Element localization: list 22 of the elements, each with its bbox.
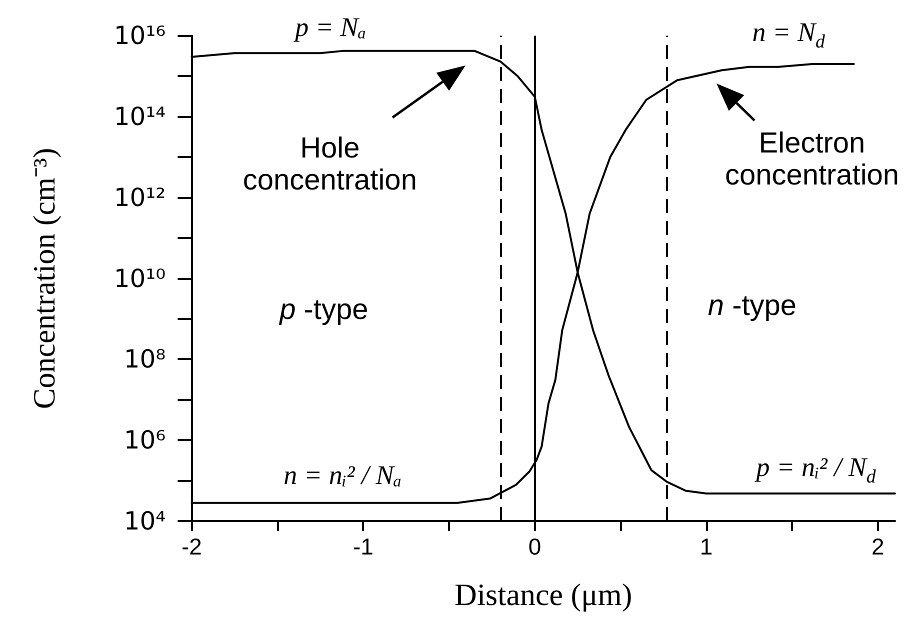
y-tick-label: 10¹⁶ <box>114 21 166 50</box>
y-tick-label: 10¹² <box>114 182 166 212</box>
x-tick-label: 1 <box>700 534 713 560</box>
annotation: Electron concentration <box>724 127 900 192</box>
y-axis-title: Concentration (cm⁻³) <box>26 148 62 409</box>
annotation: p = Nₐ <box>295 12 366 42</box>
annotation: Hole concentration <box>242 132 418 198</box>
annotation: n = N$_{d}$ <box>752 17 825 53</box>
x-tick-label: 2 <box>871 534 884 560</box>
y-tick-label: 10⁶ <box>124 426 166 455</box>
y-tick-label: 10⁸ <box>124 344 166 374</box>
y-tick-label: 10¹⁴ <box>114 102 166 132</box>
annotation: p = nᵢ² / N$_{d}$ <box>756 452 876 488</box>
y-tick-label: 10¹⁰ <box>114 264 166 293</box>
x-tick-label: -2 <box>181 534 202 560</box>
annotation: p -type <box>280 294 368 326</box>
y-tick-label: 10⁴ <box>124 506 166 536</box>
x-tick-label: -1 <box>353 534 374 560</box>
annotation: n -type <box>708 290 797 322</box>
x-tick-label: 0 <box>528 534 542 560</box>
annotation: n = nᵢ² / Nₐ <box>284 460 402 490</box>
x-axis-title: Distance (μm) <box>454 577 632 612</box>
